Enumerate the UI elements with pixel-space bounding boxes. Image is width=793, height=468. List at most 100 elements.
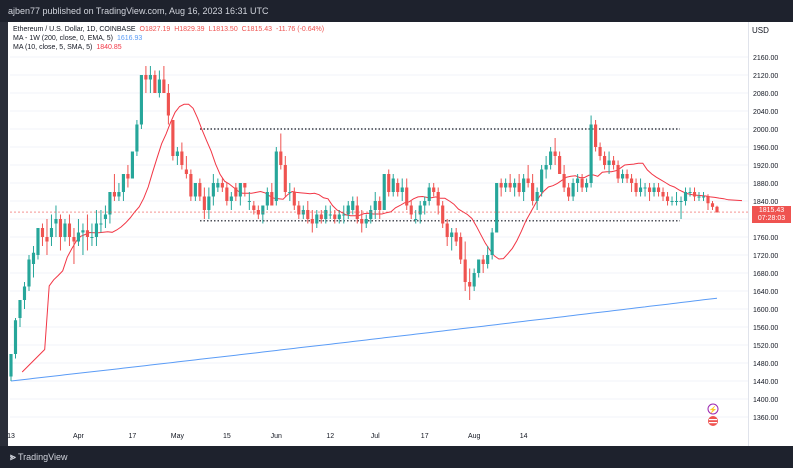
candle-body [396,183,400,192]
candle-body [270,192,274,206]
legend-ma200: MA - 1W (200, close, 0, EMA, 5) 1616.93 [13,35,142,42]
candle-body [324,210,328,219]
candle-body [81,230,85,233]
candle-body [598,147,602,156]
candle-body [504,183,508,188]
candle-body [18,300,22,318]
candle-body [27,259,31,287]
candle-body [310,219,314,224]
price-tick-label: 1760.00 [753,235,778,242]
candle-body [355,205,359,219]
candle-body [409,205,413,215]
legend-symbol: Ethereum / U.S. Dollar, 1D, COINBASE O18… [13,26,324,33]
current-price: 1815.43 [758,207,785,215]
candle-body [315,214,319,224]
candle-body [427,187,431,201]
candle-body [611,160,616,165]
currency-label[interactable]: USD [752,26,769,35]
candle-body [697,196,701,198]
time-tick-label: Jun [271,433,282,440]
candle-body [571,183,575,197]
candle-body [706,196,710,204]
tv-brand-name: TradingView [17,452,68,462]
time-tick-label: 17 [129,433,137,440]
candle-body [405,187,409,206]
price-tick-label: 2120.00 [753,73,778,80]
candle-body [715,206,719,213]
time-tick-label: Apr [73,433,85,440]
candle-body [117,192,121,197]
candle-body [135,124,139,152]
candle-body [445,223,449,237]
bar-countdown: 07:28:03 [757,215,786,223]
candle-body [121,174,125,192]
us-flag-stripe [709,422,717,424]
price-tick-label: 1560.00 [753,325,778,332]
candle-body [373,201,377,210]
time-tick-label: 12 [326,433,334,440]
price-tick-label: 1720.00 [753,253,778,260]
us-flag-stripe [709,419,717,421]
price-tick-label: 1960.00 [753,145,778,152]
candle-body [378,201,382,210]
candle-body [207,196,211,210]
candle-body [643,187,647,189]
candle-body [607,160,611,165]
candle-body [157,79,161,93]
candle-body [683,192,688,201]
candle-body [418,205,422,215]
candle-body [198,183,202,197]
candle-body [265,192,269,206]
candle-body [175,151,179,156]
candle-body [625,174,629,179]
legend-open: O1827.19 [139,26,171,33]
legend-ma10-value: 1840.85 [96,44,122,51]
candle-body [387,174,391,192]
candle-body [549,151,553,165]
time-tick-label: 15 [223,433,231,440]
candle-body [436,192,440,206]
price-tick-label: 2160.00 [753,55,778,62]
candle-body [674,201,679,202]
price-axis[interactable] [748,22,793,446]
candle-body [193,183,197,197]
legend-ma10: MA (10, close, 5, SMA, 5) 1840.85 [13,44,122,51]
candle-body [274,151,278,201]
candle-body [360,219,364,224]
candle-body [229,196,233,201]
price-tick-label: 1480.00 [753,361,778,368]
candle-body [139,75,143,125]
candle-body [634,183,638,192]
candle-body [58,219,63,237]
publisher-text: ajben77 published on TradingView.com, Au… [8,6,269,16]
candle-body [346,205,350,215]
candle-body [171,120,175,156]
candle-body [665,196,670,201]
candle-body [319,214,323,219]
candle-body [468,282,472,287]
candle-body [499,183,503,188]
candle-body [382,174,386,210]
legend-high: H1829.39 [174,26,205,33]
candle-body [22,286,27,300]
time-tick-label: Aug [468,433,481,440]
time-tick-label: 13 [7,433,15,440]
price-tick-label: 1440.00 [753,379,778,386]
candle-body [710,203,715,207]
candle-body [76,232,81,242]
candle-body [661,192,665,197]
candle-body [544,165,548,170]
candle-body [288,192,292,193]
candle-body [652,187,656,192]
candle-body [647,187,652,192]
candle-body [553,151,557,156]
candle-body [247,201,251,202]
candle-body [589,124,593,183]
current-price-badge: 1815.43 07:28:03 [752,206,791,224]
candle-body [90,237,94,238]
legend-close: C1815.43 [241,26,273,33]
tradingview-logo[interactable]: ⪢ TradingView [10,450,68,465]
candle-body [202,196,206,210]
